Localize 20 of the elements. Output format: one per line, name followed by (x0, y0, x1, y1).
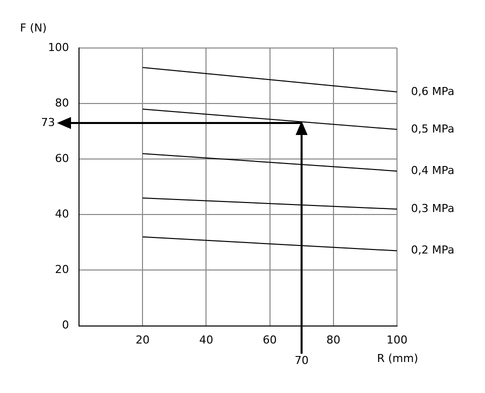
series-label: 0,2 MPa (411, 244, 454, 257)
x-axis-title: R (mm) (377, 352, 418, 366)
annotation: 73 (40, 116, 55, 129)
y-tick-label: 20 (54, 263, 69, 276)
y-tick-label: 100 (48, 40, 69, 54)
x-tick-label: 80 (326, 333, 340, 346)
y-tick-label: 60 (54, 152, 69, 165)
series-label: 0,5 MPa (411, 122, 454, 136)
text: 70 (294, 354, 309, 368)
y-tick-label: 40 (54, 208, 69, 221)
y-tick-label: 0 (62, 318, 69, 332)
series-label: 0,6 MPa (411, 84, 454, 98)
y-tick-label: 80 (54, 96, 69, 110)
series-label: 0,4 MPa (411, 164, 454, 177)
x-tick-label: 20 (136, 333, 150, 346)
x-tick-label: 40 (199, 333, 214, 346)
x-tick-label: 100 (386, 333, 408, 346)
x-tick-label: 60 (262, 333, 277, 346)
series-label: 0,3 MPa (411, 202, 454, 215)
y-axis-title: F (N) (20, 21, 47, 34)
